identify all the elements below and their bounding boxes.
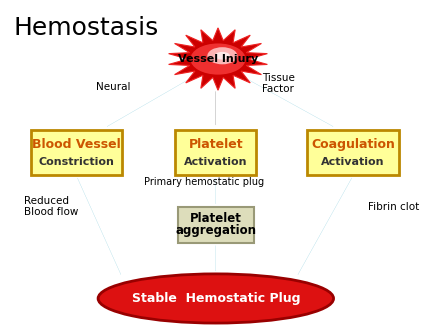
Text: Activation: Activation [184, 157, 248, 167]
FancyBboxPatch shape [307, 130, 399, 175]
Ellipse shape [98, 274, 334, 323]
Text: Platelet: Platelet [190, 212, 242, 225]
Text: Fibrin clot: Fibrin clot [368, 202, 420, 212]
Text: Tissue
Factor: Tissue Factor [262, 73, 294, 94]
FancyBboxPatch shape [175, 130, 256, 175]
Text: Activation: Activation [321, 157, 385, 167]
Text: Constriction: Constriction [38, 157, 114, 167]
Text: aggregation: aggregation [175, 224, 256, 237]
Text: Platelet: Platelet [188, 138, 243, 151]
Text: Primary hemostatic plug: Primary hemostatic plug [144, 177, 264, 187]
Text: Blood Vessel: Blood Vessel [32, 138, 121, 151]
FancyBboxPatch shape [31, 130, 122, 175]
FancyBboxPatch shape [178, 207, 254, 243]
Text: Vessel Injury: Vessel Injury [178, 54, 258, 64]
Text: Neural: Neural [96, 82, 131, 92]
Ellipse shape [215, 52, 230, 60]
Text: Stable  Hemostatic Plug: Stable Hemostatic Plug [132, 292, 300, 305]
Text: Hemostasis: Hemostasis [13, 16, 158, 40]
Text: Coagulation: Coagulation [311, 138, 395, 151]
Polygon shape [169, 28, 267, 90]
Ellipse shape [191, 44, 245, 75]
Ellipse shape [208, 47, 237, 64]
Text: Reduced
Blood flow: Reduced Blood flow [24, 196, 78, 217]
